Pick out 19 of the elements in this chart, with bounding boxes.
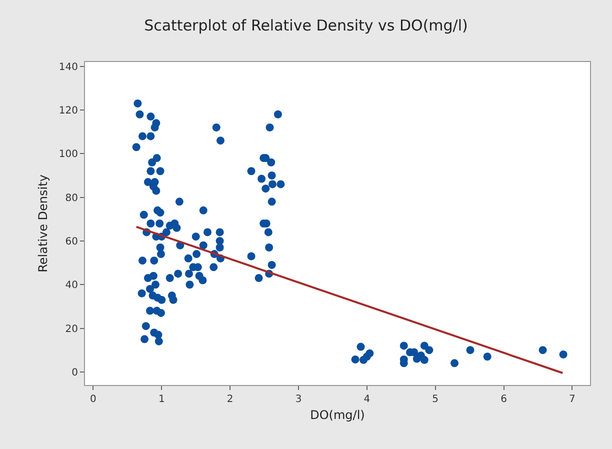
y-tick-label: 100 — [58, 149, 78, 160]
y-tick-label: 120 — [58, 106, 78, 117]
x-axis-title: DO(mg/l) — [310, 408, 365, 422]
x-tick-label: 3 — [295, 394, 302, 405]
x-tick-label: 1 — [158, 394, 165, 405]
x-tick-label: 4 — [364, 394, 370, 405]
x-tick-label: 2 — [226, 394, 234, 405]
x-tick-label: 7 — [569, 394, 576, 405]
x-tick-label: 0 — [90, 394, 96, 405]
y-tick-label: 40 — [65, 280, 78, 292]
y-tick-label: 60 — [65, 236, 78, 248]
y-tick-label: 140 — [58, 62, 78, 73]
y-axis-title: Relative Density — [36, 174, 50, 272]
x-tick-label: 6 — [500, 394, 507, 405]
y-tick-label: 80 — [65, 192, 78, 204]
y-tick-label: 0 — [72, 367, 78, 378]
chart-title: Scatterplot of Relative Density vs DO(mg/l) — [144, 16, 468, 35]
y-tick-label: 20 — [65, 324, 78, 335]
x-tick-label: 5 — [432, 394, 439, 405]
